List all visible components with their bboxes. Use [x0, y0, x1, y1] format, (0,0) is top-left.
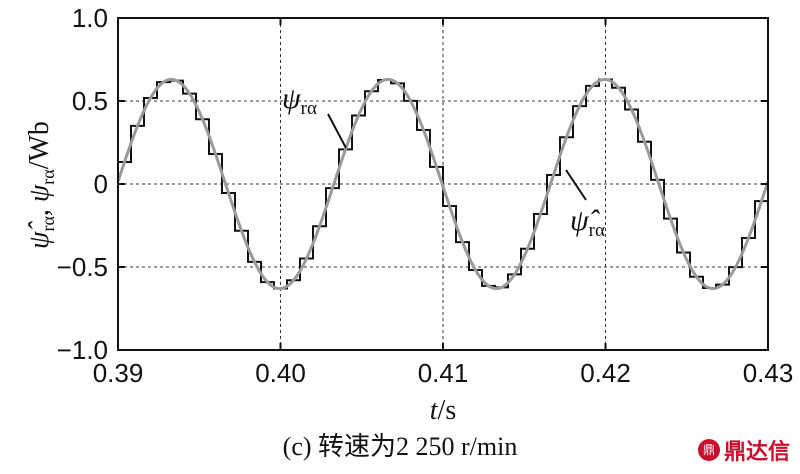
- x-axis-label: t/s: [430, 395, 456, 426]
- figure-caption: (c) 转速为2 250 r/min: [282, 432, 518, 461]
- watermark-text: 鼎达信: [723, 440, 790, 465]
- watermark-logo-icon: 鼎: [697, 439, 720, 461]
- y-axis-label: ψ̂rα, ψrα/Wb: [24, 121, 58, 249]
- svg-text:ψ̂rα: ψ̂rα: [570, 204, 605, 241]
- annotation-psi-hat: ψ̂rα: [565, 169, 605, 241]
- y-tick-label: 0: [94, 169, 108, 199]
- x-tick-label: 0.39: [93, 358, 144, 388]
- y-tick-label: −0.5: [57, 252, 108, 282]
- svg-text:ψ̂rα, ψrα/Wb: ψ̂rα, ψrα/Wb: [24, 121, 58, 249]
- tick-layer: 0.39 0.40 0.41 0.42 0.43 1.0 0.5 0 −0.5 −1.0: [57, 3, 794, 388]
- y-tick-label: 1.0: [72, 3, 108, 33]
- x-tick-label: 0.41: [418, 358, 469, 388]
- annotation-psi: ψrα: [282, 82, 347, 149]
- series-psi-smooth-line: [116, 77, 770, 291]
- svg-text:ψrα: ψrα: [282, 82, 317, 119]
- x-tick-label: 0.43: [743, 358, 794, 388]
- y-tick-label: 0.5: [72, 86, 108, 116]
- x-tick-label: 0.40: [255, 358, 306, 388]
- y-tick-label: −1.0: [57, 335, 108, 365]
- series-layer: [116, 77, 770, 291]
- x-tick-label: 0.42: [580, 358, 631, 388]
- watermark: 鼎 鼎达信: [697, 434, 790, 466]
